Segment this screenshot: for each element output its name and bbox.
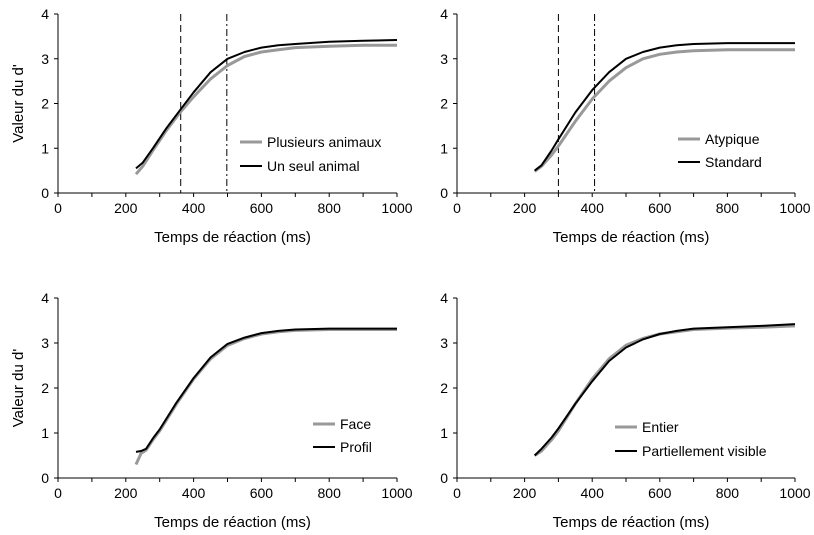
x-axis-label: Temps de réaction (ms) bbox=[553, 514, 710, 531]
x-axis-label: Temps de réaction (ms) bbox=[154, 229, 311, 246]
x-tick-label: 200 bbox=[114, 200, 138, 216]
y-tick-label: 3 bbox=[440, 51, 448, 67]
y-tick-label: 3 bbox=[440, 335, 448, 351]
x-tick-label: 0 bbox=[54, 200, 62, 216]
x-tick-label: 600 bbox=[648, 200, 672, 216]
y-tick-label: 4 bbox=[41, 6, 49, 22]
y-axis-label: Valeur du d' bbox=[10, 349, 27, 428]
x-tick-label: 0 bbox=[453, 200, 461, 216]
legend-label-2: Partiellement visible bbox=[642, 443, 767, 459]
x-tick-label: 400 bbox=[182, 485, 206, 501]
x-tick-label: 200 bbox=[513, 200, 537, 216]
x-tick-label: 600 bbox=[250, 200, 274, 216]
x-axis-label: Temps de réaction (ms) bbox=[154, 514, 311, 531]
x-tick-label: 0 bbox=[54, 485, 62, 501]
y-tick-label: 1 bbox=[41, 140, 49, 156]
y-tick-label: 0 bbox=[440, 470, 448, 486]
x-tick-label: 800 bbox=[318, 485, 342, 501]
y-tick-label: 3 bbox=[41, 335, 49, 351]
x-tick-label: 1000 bbox=[779, 485, 810, 501]
y-tick-label: 4 bbox=[41, 290, 49, 306]
y-tick-label: 3 bbox=[41, 51, 49, 67]
chart-panel-2: 0 1 2 3 4 0 200 400 600 800 1000 Temps de réaction … bbox=[440, 6, 811, 246]
series-line-2 bbox=[135, 327, 397, 453]
series-line-1 bbox=[533, 48, 795, 173]
legend-label-1: Atypique bbox=[705, 131, 760, 147]
legend-label-1: Plusieurs animaux bbox=[267, 134, 381, 150]
series-line-2 bbox=[135, 39, 398, 170]
legend-label-1: Face bbox=[340, 416, 371, 432]
x-tick-label: 800 bbox=[716, 200, 740, 216]
legend-label-2: Un seul animal bbox=[267, 158, 360, 174]
chart-panel-1: 0 1 2 3 4 0 200 400 600 800 1000 Temps de réaction … bbox=[10, 6, 413, 246]
series-line-1 bbox=[134, 43, 397, 176]
x-tick-label: 800 bbox=[318, 200, 342, 216]
chart-panel-3: 0 1 2 3 4 0 200 400 600 800 1000 Temps de réaction … bbox=[10, 290, 413, 531]
x-tick-label: 400 bbox=[581, 485, 605, 501]
y-tick-label: 1 bbox=[440, 425, 448, 441]
x-tick-label: 0 bbox=[453, 485, 461, 501]
x-tick-label: 800 bbox=[716, 485, 740, 501]
legend-label-2: Profil bbox=[340, 439, 372, 455]
y-tick-label: 0 bbox=[440, 185, 448, 201]
x-tick-label: 400 bbox=[182, 200, 206, 216]
y-tick-label: 2 bbox=[41, 96, 49, 112]
x-tick-label: 200 bbox=[513, 485, 537, 501]
chart-panel-4: 0 1 2 3 4 0 200 400 600 800 1000 Temps de réaction … bbox=[440, 290, 811, 531]
x-tick-label: 600 bbox=[250, 485, 274, 501]
series-line-1 bbox=[533, 324, 796, 457]
y-tick-label: 2 bbox=[440, 380, 448, 396]
x-axis-label: Temps de réaction (ms) bbox=[553, 229, 710, 246]
series-line-2 bbox=[533, 323, 796, 457]
x-tick-label: 1000 bbox=[779, 200, 810, 216]
y-tick-label: 2 bbox=[41, 380, 49, 396]
y-tick-label: 2 bbox=[440, 96, 448, 112]
x-tick-label: 400 bbox=[581, 200, 605, 216]
y-axis-label: Valeur du d' bbox=[10, 64, 27, 143]
y-tick-label: 4 bbox=[440, 290, 448, 306]
y-tick-label: 4 bbox=[440, 6, 448, 22]
x-tick-label: 600 bbox=[648, 485, 672, 501]
x-tick-label: 1000 bbox=[381, 485, 412, 501]
x-tick-label: 200 bbox=[114, 485, 138, 501]
y-tick-label: 0 bbox=[41, 185, 49, 201]
legend-label-1: Entier bbox=[642, 419, 679, 435]
x-tick-label: 1000 bbox=[381, 200, 412, 216]
y-tick-label: 1 bbox=[440, 140, 448, 156]
series-line-2 bbox=[534, 42, 795, 172]
y-tick-label: 1 bbox=[41, 425, 49, 441]
y-tick-label: 0 bbox=[41, 470, 49, 486]
legend-label-2: Standard bbox=[705, 154, 762, 170]
